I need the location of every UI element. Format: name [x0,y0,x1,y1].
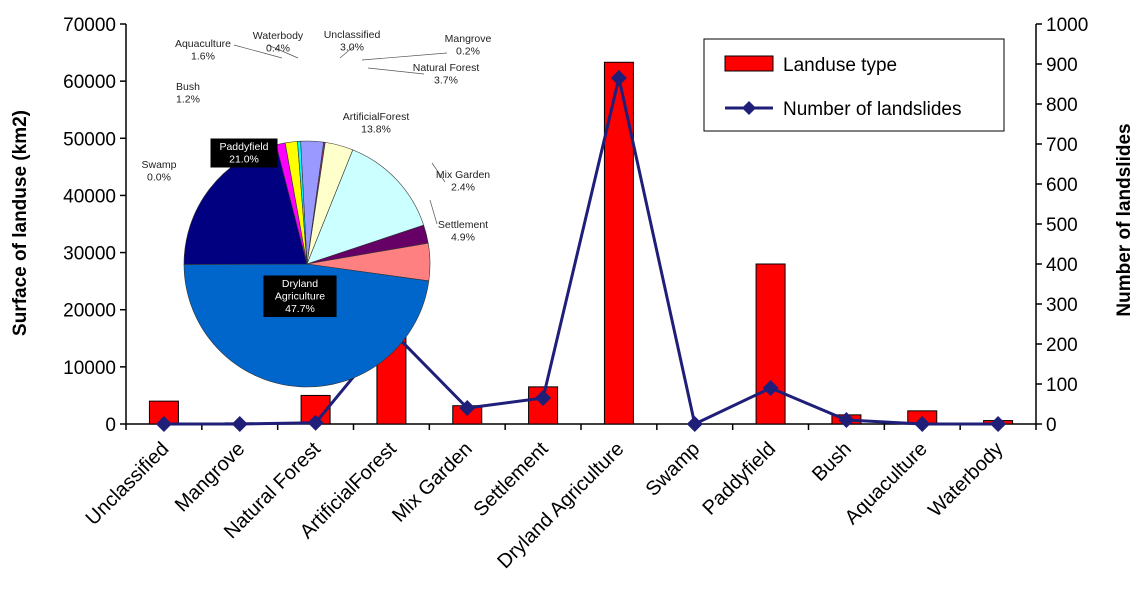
point-landslides [838,412,855,428]
y2-tick-label: 500 [1046,215,1078,236]
pie-label: 47.7% [285,303,315,315]
x-tick-label: Bush [808,438,856,486]
pie-label: Agriculture [275,291,325,303]
pie-label: 0.2% [456,46,480,58]
y2-tick-label: 100 [1046,375,1078,396]
pie-leader-line [233,44,283,59]
pie-label: 4.9% [451,232,475,244]
y2-tick-label: 1000 [1046,15,1088,36]
y2-tick-label: 0 [1046,415,1057,436]
point-landslides [990,416,1007,432]
point-landslides [914,416,931,432]
pie-leader-line [429,199,438,225]
pie-label: Aquaculture [175,38,231,50]
legend: Landuse type Number of landslides [703,38,1005,132]
pie-label: Mangrove [445,33,492,45]
y-tick-label: 70000 [63,15,116,36]
x-tick-label: Aquaculture [841,438,932,529]
y-tick-label: 0 [105,415,116,436]
x-tick-label: Paddyfield [699,438,781,520]
legend-label-landslides: Number of landslides [783,99,961,120]
point-landslides [307,414,324,431]
legend-label-landuse: Landuse type [783,55,897,76]
point-landslides [610,70,627,86]
pie-label: Unclassified [324,29,381,41]
pie-label: Mix Garden [436,169,490,181]
pie-label: Paddyfield [219,141,268,153]
legend-box [703,38,1005,132]
pie-label: 3.0% [340,42,364,54]
point-landslides [686,416,703,432]
x-tick-label: Waterbody [924,438,1007,521]
pie-label: ArtificialForest [343,111,410,123]
x-tick-label: Swamp [642,438,705,501]
point-landslides [762,380,779,396]
x-tick-label: Unclassified [82,438,174,530]
x-tick-label: Mangrove [171,438,249,516]
pie-label: 3.7% [434,75,458,87]
point-landslides [155,416,172,432]
pie-label: Bush [176,81,200,93]
y-axis-title: Surface of landuse (km2) [10,110,31,336]
pie-label: 0.4% [266,43,290,55]
pie-slice [297,140,308,265]
pie-label: 0.0% [147,172,171,184]
legend-marker-landslides [742,101,756,115]
pie-label: Settlement [438,219,488,231]
pie-leader-line [367,67,425,75]
pie-label: Dryland [282,278,318,290]
pie-leader-line [267,44,299,59]
point-landslides [459,400,476,416]
pie-label-box [210,138,278,168]
legend-swatch-landuse [724,55,774,72]
pie-label: 1.6% [191,51,215,63]
y-tick-label: 50000 [63,129,116,150]
point-landslides [231,416,248,432]
landuse-pie [183,140,431,388]
point-landslides [535,390,552,406]
pie-label: 2.4% [451,182,475,194]
pie-leader-line [339,46,354,59]
y-tick-label: 10000 [63,358,116,379]
pie-label: Natural Forest [413,62,480,74]
y-tick-label: 20000 [63,301,116,322]
y2-tick-label: 900 [1046,55,1078,76]
pie-slice [306,149,425,265]
y2-tick-label: 700 [1046,135,1078,156]
x-tick-label: Dryland Agriculture [493,438,628,573]
pie-label: 13.8% [361,124,391,136]
pie-slice [183,263,430,388]
y2-tick-label: 800 [1046,95,1078,116]
pie-leader-line [361,52,448,61]
y2-tick-label: 200 [1046,335,1078,356]
line-landslides [163,76,999,426]
bar-landuse [755,263,786,425]
y2-tick-label: 600 [1046,175,1078,196]
y-tick-label: 40000 [63,186,116,207]
pie-label-box [263,275,337,317]
pie-leader-line [431,162,446,183]
pie-label: 21.0% [229,154,259,166]
y2-tick-label: 300 [1046,295,1078,316]
x-tick-label: Settlement [469,438,552,521]
y-tick-label: 30000 [63,244,116,265]
y-tick-label: 60000 [63,72,116,93]
x-tick-label: Mix Garden [388,438,477,527]
pie-label: Swamp [141,159,176,171]
pie-label: Waterbody [253,30,304,42]
y2-tick-label: 400 [1046,255,1078,276]
pie-label: 1.2% [176,94,200,106]
y2-axis-title: Number of landslides [1114,123,1135,316]
